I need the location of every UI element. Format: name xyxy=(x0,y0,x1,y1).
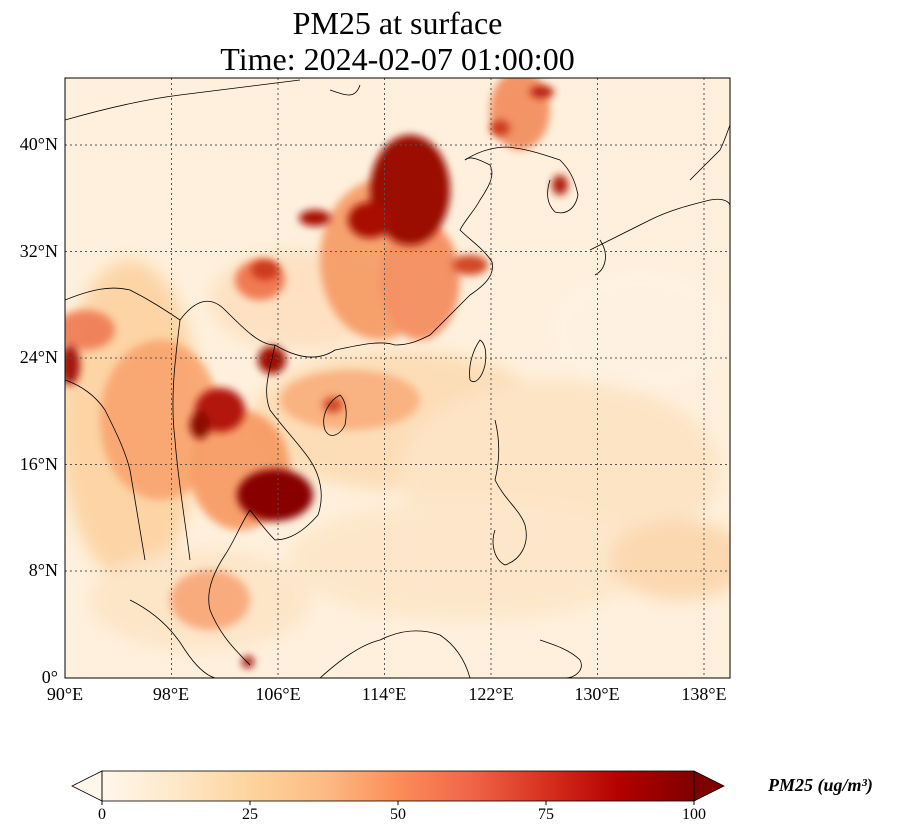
lon-label-90e: 90°E xyxy=(46,684,84,704)
colorbar-tick-100: 100 xyxy=(682,806,706,823)
lat-label-8n: 8°N xyxy=(28,560,58,580)
map-title: PM25 at surface xyxy=(292,5,503,41)
lon-label-122e: 122°E xyxy=(468,684,514,704)
map-subtitle-time: Time: 2024-02-07 01:00:00 xyxy=(220,41,575,77)
colorbar-tick-25: 25 xyxy=(242,806,258,823)
lat-label-32n: 32°N xyxy=(19,241,58,261)
colorbar-tick-50: 50 xyxy=(390,806,406,823)
graticule xyxy=(65,78,730,678)
lat-label-0: 0° xyxy=(41,667,58,687)
lon-label-138e: 138°E xyxy=(681,684,727,704)
lon-label-98e: 98°E xyxy=(152,684,190,704)
colorbar-tick-75: 75 xyxy=(538,806,554,823)
lon-label-114e: 114°E xyxy=(361,684,407,704)
pm25-field xyxy=(65,78,730,678)
map-frame xyxy=(64,77,731,679)
lon-label-106e: 106°E xyxy=(255,684,301,704)
lon-label-130e: 130°E xyxy=(574,684,620,704)
colorbar-extend-max xyxy=(693,770,725,802)
lat-label-40n: 40°N xyxy=(19,134,58,154)
colorbar-tick-0: 0 xyxy=(98,806,106,823)
lat-label-24n: 24°N xyxy=(19,347,58,367)
lat-label-16n: 16°N xyxy=(19,454,58,474)
colorbar xyxy=(71,770,725,805)
colorbar-extend-min xyxy=(71,770,103,802)
colorbar-label: PM25 (ug/m³) xyxy=(768,775,873,795)
